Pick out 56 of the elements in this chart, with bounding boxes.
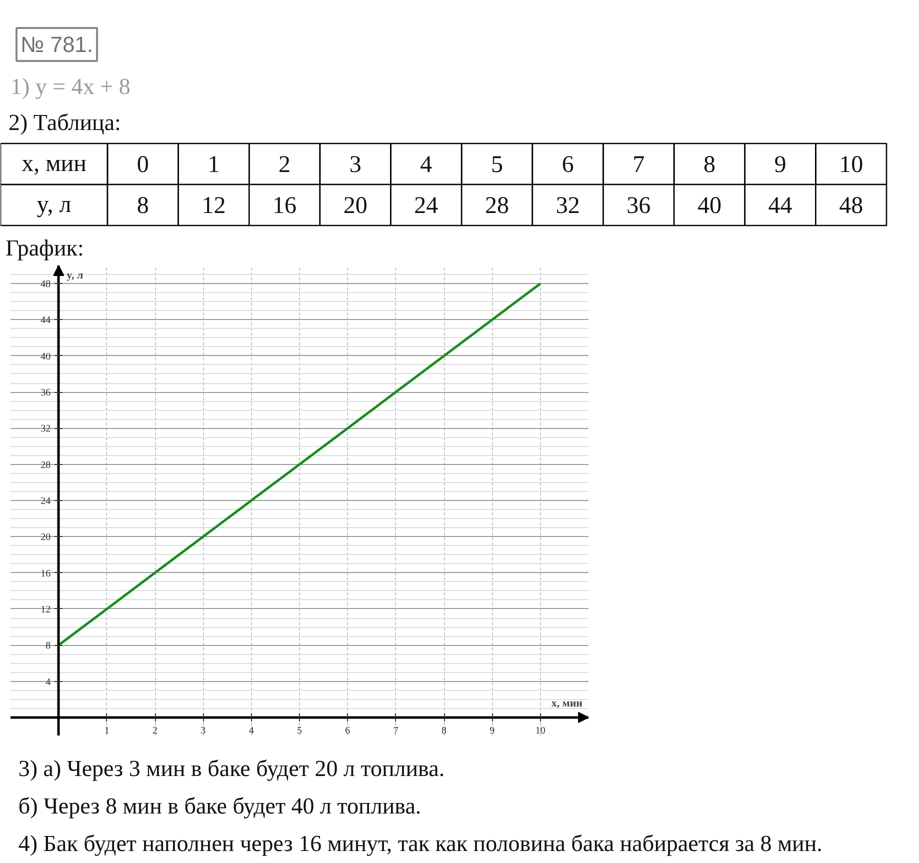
data-label: 48	[839, 193, 864, 219]
x-tick-label: 3	[200, 725, 206, 736]
text: б) Через 8 мин в баке будет 40 л топлива.	[18, 794, 422, 818]
y-tick-label: 32	[40, 424, 51, 435]
chart-title: График:	[6, 236, 84, 260]
x-tick-label: 4	[248, 725, 254, 736]
y-tick-label: 24	[40, 496, 51, 507]
x-tick-label: 1	[208, 152, 220, 178]
x-tick-label: 5	[491, 152, 503, 178]
y-tick-label: y, л	[36, 192, 72, 218]
data-label: 8	[136, 193, 149, 219]
text: 1) y = 4x + 8	[10, 74, 130, 99]
x-tick-label: 5	[297, 725, 302, 736]
x-tick-label: 10	[535, 725, 546, 736]
y-tick-label: 16	[40, 568, 51, 580]
data-label: 16	[272, 193, 297, 219]
y-tick-label: 40	[40, 351, 51, 362]
line-series	[57, 282, 542, 646]
y-tick-label: 8	[46, 640, 51, 652]
x-tick-label: 10	[839, 152, 864, 178]
x-tick-label: 7	[632, 152, 645, 178]
annotation: 2) Таблица:	[8, 110, 121, 135]
x-axis-title: x, мин	[22, 151, 87, 177]
x-tick-label: 8	[703, 152, 716, 178]
y-tick-label: 20	[40, 532, 51, 544]
data-label: 36	[626, 193, 651, 219]
data-label: 20	[343, 193, 368, 219]
x-tick-label: 3	[349, 152, 362, 178]
text: 4) Бак будет наполнен через 16 минут, так как половина бака набирается за 8 мин.	[18, 831, 822, 856]
x-tick-label: 4	[420, 152, 432, 178]
data-label: 12	[202, 193, 226, 219]
x-tick-label: 1	[104, 725, 110, 736]
x-tick-label: 6	[345, 725, 350, 736]
x-tick-label: 0	[136, 152, 149, 178]
x-tick-label: 8	[442, 725, 446, 736]
data-label: 40	[697, 193, 722, 219]
chart-title: № 781.	[20, 32, 94, 57]
y-tick-label: 12	[40, 604, 51, 616]
data-label: 44	[768, 193, 792, 219]
x-tick-label: 2	[152, 725, 158, 736]
y-tick-label: 36	[40, 388, 51, 399]
data-label: 32	[556, 193, 580, 219]
y-axis-title: y, л	[66, 270, 84, 282]
data-label: 24	[414, 193, 438, 219]
data-label: 28	[485, 193, 509, 219]
x-tick-label: 2	[278, 152, 291, 178]
x-axis-title: x, мин	[551, 697, 584, 710]
y-tick-label: 44	[40, 315, 51, 326]
x-tick-label: 9	[490, 725, 495, 736]
y-tick-label: 4	[46, 676, 51, 688]
y-tick-label: 28	[40, 460, 51, 471]
x-tick-label: 9	[774, 152, 786, 178]
x-tick-label: 6	[562, 152, 574, 178]
x-tick-label: 7	[393, 725, 398, 736]
text: 3) а) Через 3 мин в баке будет 20 л топлива.	[18, 756, 445, 781]
y-tick-label: 48	[40, 279, 51, 290]
